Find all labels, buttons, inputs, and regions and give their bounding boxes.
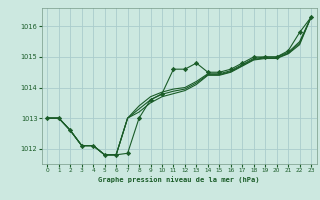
X-axis label: Graphe pression niveau de la mer (hPa): Graphe pression niveau de la mer (hPa) [99, 176, 260, 183]
